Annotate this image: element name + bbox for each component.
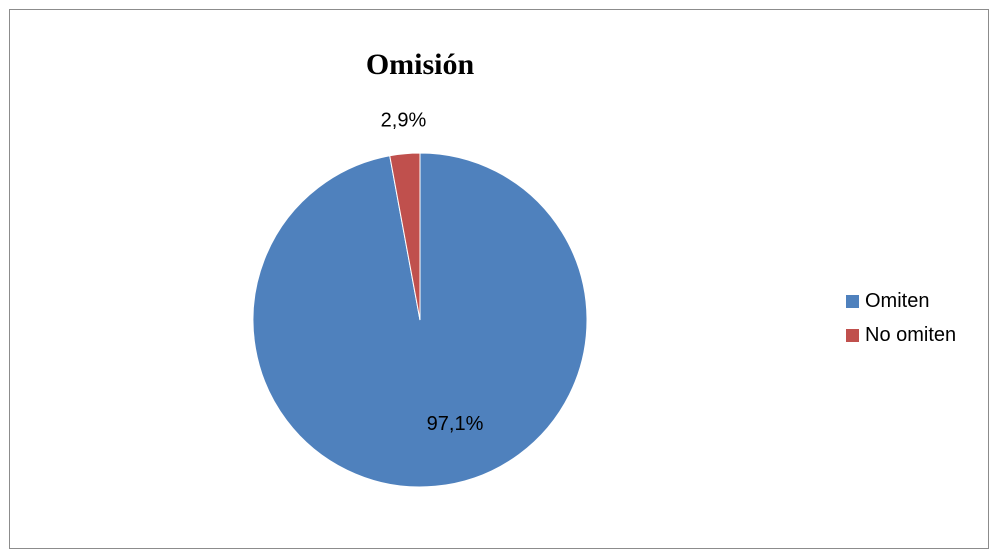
chart-title: Omisión [365,48,475,81]
pie-slice-no-omiten [389,152,421,321]
legend-swatch-omiten [846,294,859,308]
data-label-no-omiten: 2,9% [381,110,427,132]
pie-data-labels: 97,1% 2,9% [381,110,484,435]
legend-item-omiten: Omiten [846,284,956,318]
pie-chart: 97,1% 2,9% [252,110,588,488]
pie-slices [252,152,588,488]
legend-label-omiten: Omiten [865,289,930,312]
legend-swatch-no-omiten [846,328,859,342]
legend-label-no-omiten: No omiten [865,323,957,346]
data-label-omiten: 97,1% [427,413,484,435]
legend: Omiten No omiten [846,284,956,352]
legend-item-no-omiten: No omiten [846,318,956,352]
